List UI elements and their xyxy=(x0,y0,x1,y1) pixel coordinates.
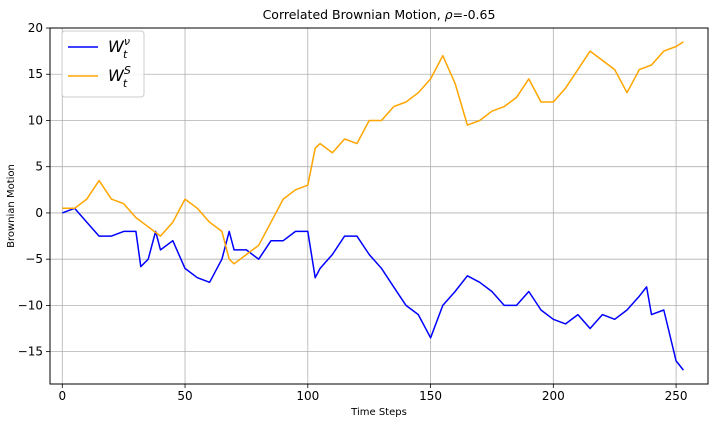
y-tick-label: −15 xyxy=(18,345,43,359)
chart-title: Correlated Brownian Motion, ρ=-0.65 xyxy=(263,7,496,22)
legend: Wν t WS t xyxy=(61,30,145,98)
y-tick-label: 0 xyxy=(35,206,43,220)
plot-frame xyxy=(49,27,709,385)
x-tick-label: 100 xyxy=(296,389,319,403)
y-tick-label: 20 xyxy=(28,21,43,35)
legend-label-w-nu: Wν t xyxy=(108,35,130,61)
y-tick-label: −5 xyxy=(25,252,43,266)
x-axis-label: Time Steps xyxy=(350,407,407,418)
legend-label-w-s: WS t xyxy=(108,64,131,90)
y-tick-label: −10 xyxy=(18,298,43,312)
y-tick-label: 15 xyxy=(28,67,43,81)
series-line-w-s xyxy=(62,41,684,265)
y-axis-ticks: −15 −10 −5 0 5 10 15 20 xyxy=(18,21,50,359)
x-tick-label: 0 xyxy=(58,389,66,403)
legend-box xyxy=(61,30,145,98)
x-tick-label: 150 xyxy=(419,389,442,403)
y-tick-label: 5 xyxy=(35,160,43,174)
y-axis-label: Brownian Motion xyxy=(6,164,17,248)
series-lines xyxy=(62,41,684,371)
series-line-w-nu xyxy=(62,207,684,371)
x-tick-label: 50 xyxy=(177,389,192,403)
y-tick-label: 10 xyxy=(28,113,43,127)
x-axis-ticks: 0 50 100 150 200 250 xyxy=(58,384,688,403)
x-tick-label: 250 xyxy=(665,389,688,403)
x-tick-label: 200 xyxy=(542,389,565,403)
